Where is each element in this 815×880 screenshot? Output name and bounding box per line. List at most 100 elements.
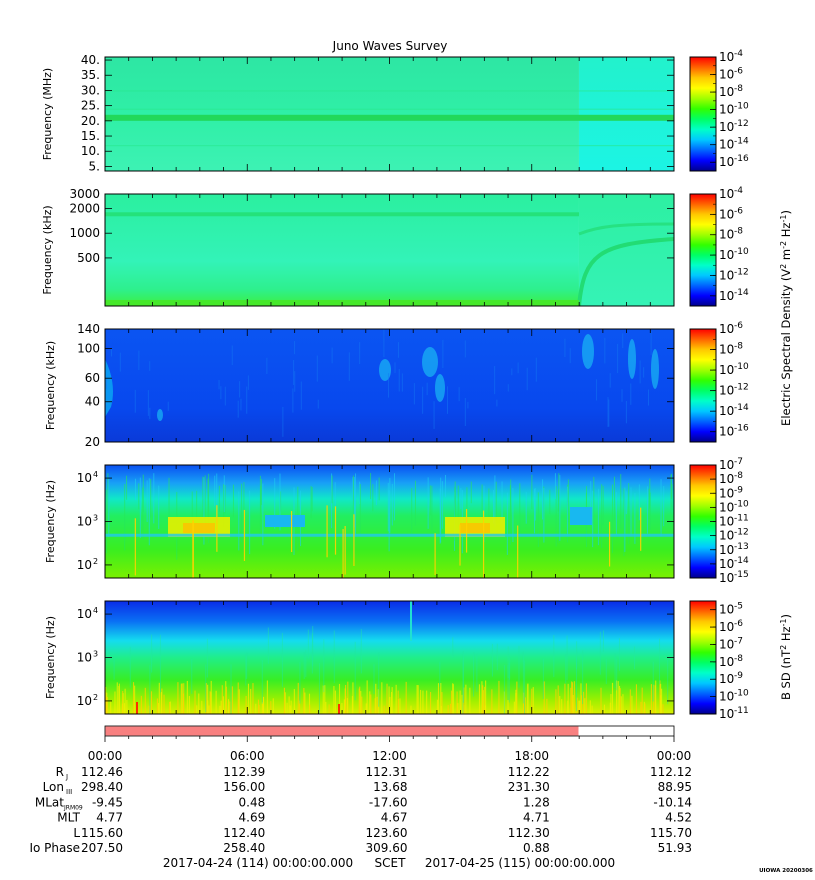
time-tick-label-5: 00:00 [657, 749, 692, 763]
colorbar-label-2-4: 10 [719, 228, 734, 242]
svg-text:-7: -7 [734, 636, 743, 646]
burst-4 [582, 334, 594, 369]
svg-text:-5: -5 [734, 602, 743, 612]
ephemeris-value-2-2: 156.00 [223, 780, 265, 794]
ephemeris-value-5-3: 123.60 [366, 826, 408, 840]
svg-text:4: 4 [93, 470, 98, 479]
figure-title: Juno Waves Survey [332, 39, 448, 53]
svg-text:-8: -8 [734, 654, 743, 664]
svg-text:-9: -9 [734, 485, 743, 495]
colorbar-label-5-6: 10 [719, 620, 734, 634]
svg-text:2: 2 [93, 693, 98, 702]
ephemeris-value-2-3: 13.68 [373, 780, 407, 794]
spectrogram-image-4 [105, 465, 674, 578]
colorbar-label-3-2: 10 [719, 404, 734, 418]
svg-text:3: 3 [93, 650, 98, 659]
ephemeris-value-5-2: 112.40 [223, 826, 265, 840]
svg-text:-14: -14 [734, 403, 749, 413]
colorbar-label-4-9: 10 [719, 458, 734, 472]
burst-1 [379, 359, 391, 381]
svg-text:-16: -16 [734, 424, 749, 434]
svg-text:-14: -14 [734, 137, 749, 147]
y-tick-label-1-7: 35. [81, 68, 100, 82]
colorbar-label-5-4: 10 [719, 655, 734, 669]
svg-text:-6: -6 [734, 206, 743, 216]
svg-text:-10: -10 [734, 247, 749, 257]
svg-text:-10: -10 [734, 102, 749, 112]
colorbar-label-4-4: 10 [719, 529, 734, 543]
svg-text:-14: -14 [734, 288, 749, 298]
ephemeris-sub-3: JRM09 [63, 804, 83, 811]
ephemeris-label-4: MLT [57, 811, 80, 825]
colorbar-label-3-5: 10 [719, 343, 734, 357]
ephemeris-value-6-3: 309.60 [366, 841, 408, 855]
colorbar-label-4-2: 10 [719, 557, 734, 571]
ephemeris-value-4-2: 4.69 [239, 811, 266, 825]
svg-text:-12: -12 [734, 119, 749, 129]
footer-start-time: 2017-04-24 (114) 00:00:00.000 [163, 856, 353, 870]
ephemeris-value-6-4: 0.88 [523, 841, 550, 855]
svg-text:-8: -8 [734, 342, 743, 352]
spectrogram-image-5 [105, 601, 674, 714]
ephemeris-label-3: MLat [35, 795, 64, 809]
colorbar-label-1-3: 10 [719, 120, 734, 134]
y-tick-label-4-3: 10 [77, 471, 92, 485]
radio-band-21mhz [105, 114, 674, 121]
colorbar-gradient-5 [689, 600, 717, 715]
colorbar-label-3-4: 10 [719, 363, 734, 377]
svg-text:-12: -12 [734, 267, 749, 277]
ephemeris-value-3-5: -10.14 [653, 795, 692, 809]
burst-3 [435, 374, 445, 402]
colorbar-gradient-1 [689, 56, 717, 172]
ephemeris-value-3-3: -17.60 [369, 795, 408, 809]
ephemeris-value-4-4: 4.71 [523, 811, 550, 825]
colorbar-label-4-5: 10 [719, 515, 734, 529]
y-tick-label-3-4: 100 [77, 342, 100, 356]
stamp: UIOWA 20200306 [759, 868, 813, 874]
y-tick-label-3-1: 20 [85, 435, 100, 449]
y-axis-label-2: Frequency (kHz) [41, 205, 54, 294]
colorbar-label-5-5: 10 [719, 637, 734, 651]
y-axis-label-4: Frequency (Hz) [44, 480, 57, 563]
colorbar-label-4-6: 10 [719, 500, 734, 514]
spectrogram-panel-3: 20 40 60 100 140 Frequency (kHz) [44, 322, 675, 449]
colorbar-label-1-2: 10 [719, 138, 734, 152]
colorbar-label-4-1: 10 [719, 571, 734, 585]
ephemeris-value-3-1: -9.45 [92, 795, 123, 809]
y-tick-label-4-2: 10 [77, 515, 92, 529]
ephemeris-value-1-1: 112.46 [81, 765, 123, 779]
y-tick-label-5-3: 10 [77, 607, 92, 621]
ephemeris-value-2-1: 298.40 [81, 780, 123, 794]
ephemeris-value-1-4: 112.22 [508, 765, 550, 779]
spectrogram-image-1 [105, 57, 674, 171]
footer-end-time: 2017-04-25 (115) 00:00:00.000 [425, 856, 615, 870]
ephemeris-value-4-3: 4.67 [381, 811, 408, 825]
y-tick-label-1-4: 20. [81, 114, 100, 128]
y-tick-label-2-1: 500 [77, 251, 100, 265]
svg-text:-13: -13 [734, 542, 749, 552]
svg-text:-6: -6 [734, 67, 743, 77]
colorbar-label-3-6: 10 [719, 322, 734, 336]
svg-text:-16: -16 [734, 154, 749, 164]
y-tick-label-2-4: 3000 [69, 187, 100, 201]
svg-text:-10: -10 [734, 362, 749, 372]
svg-text:-4: -4 [734, 49, 743, 59]
burst-2 [422, 347, 438, 377]
colorbar-label-1-5: 10 [719, 85, 734, 99]
colorbar-label-1-6: 10 [719, 68, 734, 82]
ephemeris-sub-1: J [65, 773, 68, 781]
electric-spectral-density-label: Electric Spectral Density (V2 m-2 Hz-1) [779, 210, 794, 426]
y-tick-label-1-6: 30. [81, 83, 100, 97]
magnetic-spectral-density-label: B SD (nT2 Hz-1) [779, 614, 794, 700]
spectrogram-image-2 [105, 194, 674, 306]
colorbar-label-4-8: 10 [719, 472, 734, 486]
svg-text:-12: -12 [734, 528, 749, 538]
y-tick-label-1-8: 40. [81, 53, 100, 67]
ephemeris-value-2-5: 88.95 [658, 780, 692, 794]
ephemeris-label-2: Lon [43, 780, 64, 794]
